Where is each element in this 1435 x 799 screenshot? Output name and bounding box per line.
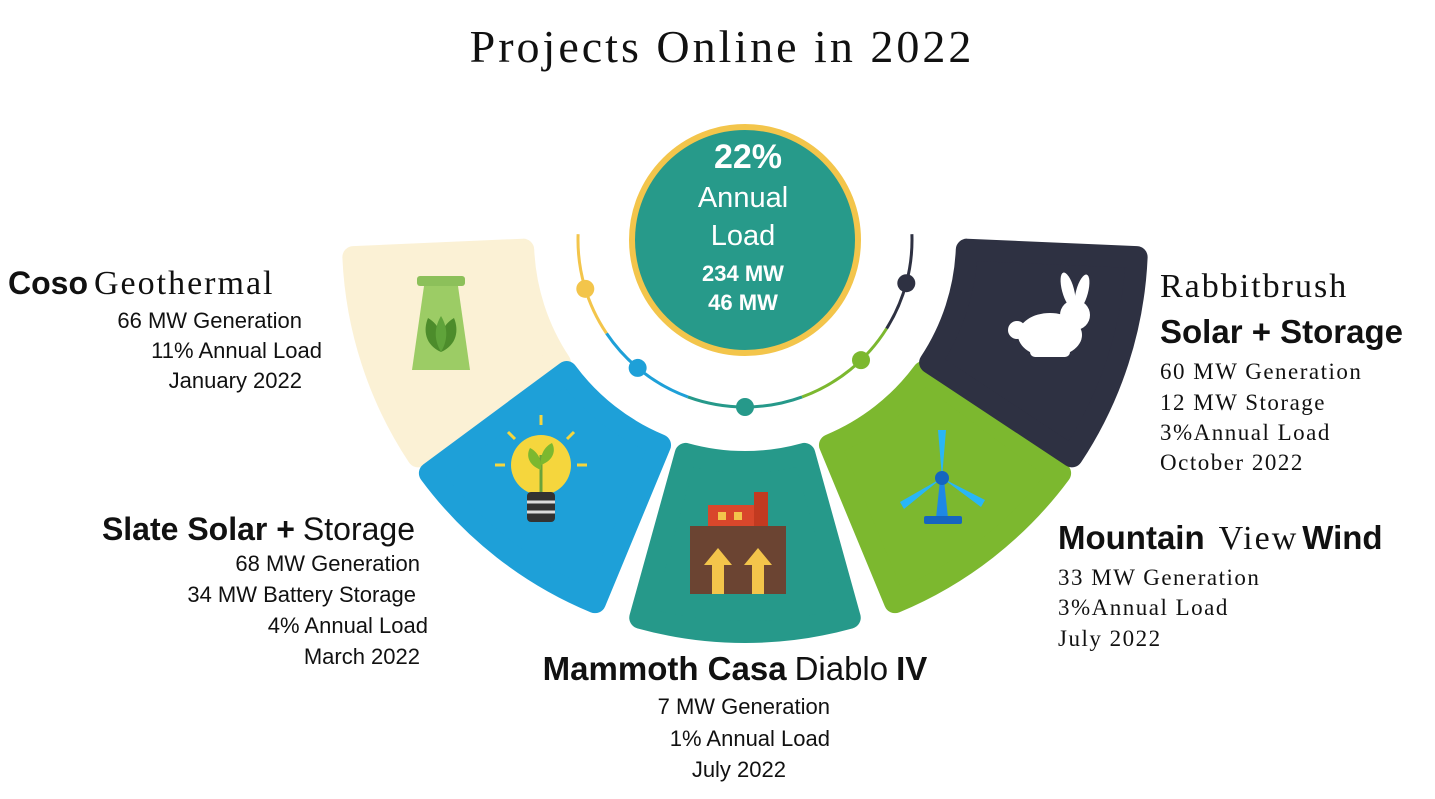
project-detail: 33 MW Generation [1058, 565, 1260, 590]
project-name: Rabbitbrush [1160, 268, 1348, 305]
center-value: 234 MW [702, 261, 784, 286]
icon-part [942, 478, 985, 507]
icon-part [1060, 300, 1090, 330]
icon-part [417, 276, 465, 286]
rabbit-icon [1008, 272, 1090, 357]
icon-part [734, 512, 742, 520]
icon-part [690, 526, 786, 594]
icon-part [495, 415, 587, 467]
center-label: Annual [698, 182, 788, 214]
icon-part [1030, 345, 1070, 357]
factory-icon [690, 492, 786, 594]
project-detail: January 2022 [169, 368, 302, 393]
project-name: Solar + Storage [1160, 313, 1403, 350]
arc-dot [576, 279, 595, 298]
title: Projects Online in 2022 [470, 21, 975, 72]
center-circle [629, 124, 861, 356]
icon-part [718, 512, 726, 520]
icon-part [938, 430, 946, 478]
icon-part [744, 548, 772, 594]
project-detail: 7 MW Generation [658, 694, 830, 719]
arc-segment [605, 332, 689, 399]
icon-part [1008, 321, 1026, 339]
icon-part [540, 443, 554, 465]
project-detail: 4% Annual Load [268, 613, 428, 638]
center-value: 46 MW [708, 290, 778, 315]
project-detail: 34 MW Battery Storage [187, 582, 416, 607]
project-detail: 12 MW Storage [1160, 390, 1326, 415]
icon-part [935, 471, 949, 485]
name-part: IV [896, 650, 927, 687]
project-name: Slate Solar + Storage [102, 511, 415, 547]
icon-part [527, 492, 555, 522]
project-name: Mammoth Casa Diablo IV [543, 650, 928, 687]
project-detail: 3%Annual Load [1160, 420, 1331, 445]
project-detail: 68 MW Generation [235, 551, 420, 576]
arc [576, 234, 916, 416]
bulb-icon [495, 415, 587, 522]
project-name: Mountain View Wind [1058, 519, 1383, 557]
name-part: Mammoth Casa [543, 650, 788, 687]
project-detail: 66 MW Generation [117, 308, 302, 333]
petal [818, 361, 1072, 614]
arc-segment [801, 327, 888, 399]
arc-dot [736, 398, 754, 416]
icon-part [708, 505, 758, 527]
name-part: Coso [8, 265, 88, 301]
arc-dot [852, 351, 871, 370]
project-detail: 1% Annual Load [670, 726, 830, 751]
project-name: Coso Geothermal [8, 265, 275, 302]
project-detail: July 2022 [1058, 626, 1162, 651]
project-detail: 60 MW Generation [1160, 359, 1362, 384]
icon-part [435, 316, 447, 352]
icon-part [704, 548, 732, 594]
icon-part [936, 480, 948, 518]
name-part: Storage [303, 511, 415, 547]
project-detail: March 2022 [304, 644, 420, 669]
project-detail: 11% Annual Load [151, 338, 322, 363]
geothermal-icon [412, 276, 470, 370]
name-part: Geothermal [94, 265, 275, 302]
icon-part [1074, 274, 1090, 310]
project-detail: 3%Annual Load [1058, 595, 1229, 620]
icon-part [528, 448, 542, 470]
name-part: Slate Solar + [102, 511, 295, 547]
arc-dot [897, 274, 916, 293]
icon-part [565, 430, 576, 441]
arc-dot [628, 358, 647, 377]
name-part: Diablo [795, 650, 889, 687]
icon-part [1060, 272, 1076, 308]
name-part: Wind [1302, 519, 1382, 556]
icon-part [924, 516, 962, 524]
center-percent: 22% [714, 138, 782, 176]
icon-part [754, 492, 768, 527]
icon-part [900, 478, 942, 509]
icon-part [506, 430, 517, 441]
name-part: View [1219, 520, 1299, 557]
name-part: Mountain [1058, 519, 1205, 556]
turbine-icon [900, 430, 985, 524]
project-detail: October 2022 [1160, 450, 1304, 475]
center-label: Load [711, 220, 776, 252]
project-detail: July 2022 [692, 757, 786, 782]
